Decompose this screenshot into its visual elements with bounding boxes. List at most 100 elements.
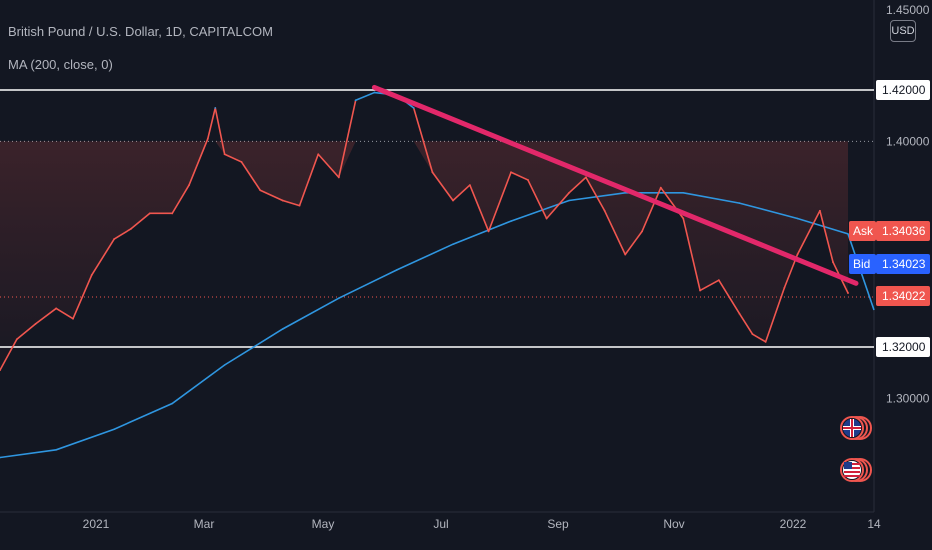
price-point [298,204,301,207]
price-point [171,212,174,215]
price-segment [214,107,226,156]
x-tick-label: Nov [663,517,684,531]
price-segment [338,99,357,179]
gb-flag-icon [840,416,872,440]
price-segment [819,209,834,263]
price-segment [718,279,741,315]
ma-point [338,297,340,299]
price-point [317,153,320,156]
ma-point [171,402,174,405]
price-point [847,292,849,294]
level-1-42-label: 1.42000 [876,80,930,100]
ma-point [55,449,57,451]
price-point [281,199,284,202]
price-point [468,184,471,186]
price-segment [796,209,821,256]
price-segment [527,179,548,220]
price-point [641,230,643,233]
price-point [659,186,662,189]
price-segment [738,312,754,335]
price-point [0,369,1,372]
price-point [764,340,767,343]
price-point [188,184,190,186]
price-segment [545,192,570,220]
price-label-boxes: 1.42000 1.32000 Ask 1.34036 Bid 1.34023 1.3402… [849,80,930,357]
y-axis: 1.45000 1.40000 1.30000 [886,3,930,405]
flag-icons [840,416,872,482]
price-segment [55,307,74,320]
x-tick-label: Sep [547,517,569,531]
price-segment [0,338,18,371]
ma-point [510,220,512,222]
price-point [214,107,217,109]
ma-point [568,199,570,202]
price-point [510,171,512,174]
price-segment [298,153,320,207]
bid-tag: Bid [849,254,876,274]
ma-point [452,243,454,245]
price-point [259,189,262,192]
bid-tag-text: Bid [853,257,870,271]
price-segment [90,238,115,276]
level-1-32-label: 1.32000 [876,337,930,357]
price-point [717,279,720,282]
price-point [699,289,702,292]
price-segment [487,171,512,233]
x-tick-label: Mar [194,517,215,531]
price-point [130,227,132,230]
bid-value-text: 1.34023 [882,257,926,271]
price-segment [568,176,587,194]
price-segment [171,184,190,215]
price-segment [259,189,284,202]
ma-point [847,233,849,235]
level-1-32-label-text: 1.32000 [882,340,926,354]
price-point [783,286,786,289]
price-point [545,217,548,220]
ask-value-bg [876,221,930,241]
price-segment [223,153,243,163]
ma-point [796,217,799,220]
ask-tag-bg [849,221,876,241]
level-1-42-label-bg [876,80,930,100]
bid-value: 1.34023 [876,254,930,274]
price-area-fill [0,141,848,371]
price-segment [412,107,434,174]
price-point [55,307,58,310]
y-tick-label: 1.40000 [886,134,930,148]
price-segment [34,307,57,325]
price-segment [469,184,490,233]
price-point [568,191,570,194]
ask-value-text: 1.34036 [882,224,926,238]
currency-button[interactable]: USD [890,20,916,42]
ask-tag: Ask [849,221,876,241]
price-segment [240,161,262,192]
area-fill [0,141,848,371]
x-tick-label: 2022 [780,517,807,531]
price-point [751,333,754,336]
price-point [819,209,821,212]
y-tick-label: 1.45000 [886,3,930,17]
ma-point [682,192,685,194]
price-point [487,230,490,233]
price-point [796,253,799,256]
price-point [113,238,116,240]
price-point [240,161,243,163]
ask-value: 1.34036 [876,221,930,241]
x-tick-label: May [312,517,335,531]
price-point [682,217,685,220]
price-point [373,91,376,94]
price-point [738,312,741,315]
price-point [585,176,587,179]
ma-point [396,269,398,271]
last-price-value-bg [876,286,930,306]
price-point [624,253,627,256]
price-segment [16,323,37,341]
indicator-legend[interactable]: MA (200, close, 0) [8,57,113,72]
y-tick-label: 1.30000 [886,391,930,405]
ma-point [281,328,284,330]
price-segment [585,176,606,212]
price-segment [452,184,471,202]
price-segment [72,274,93,320]
ma-point [0,456,1,459]
